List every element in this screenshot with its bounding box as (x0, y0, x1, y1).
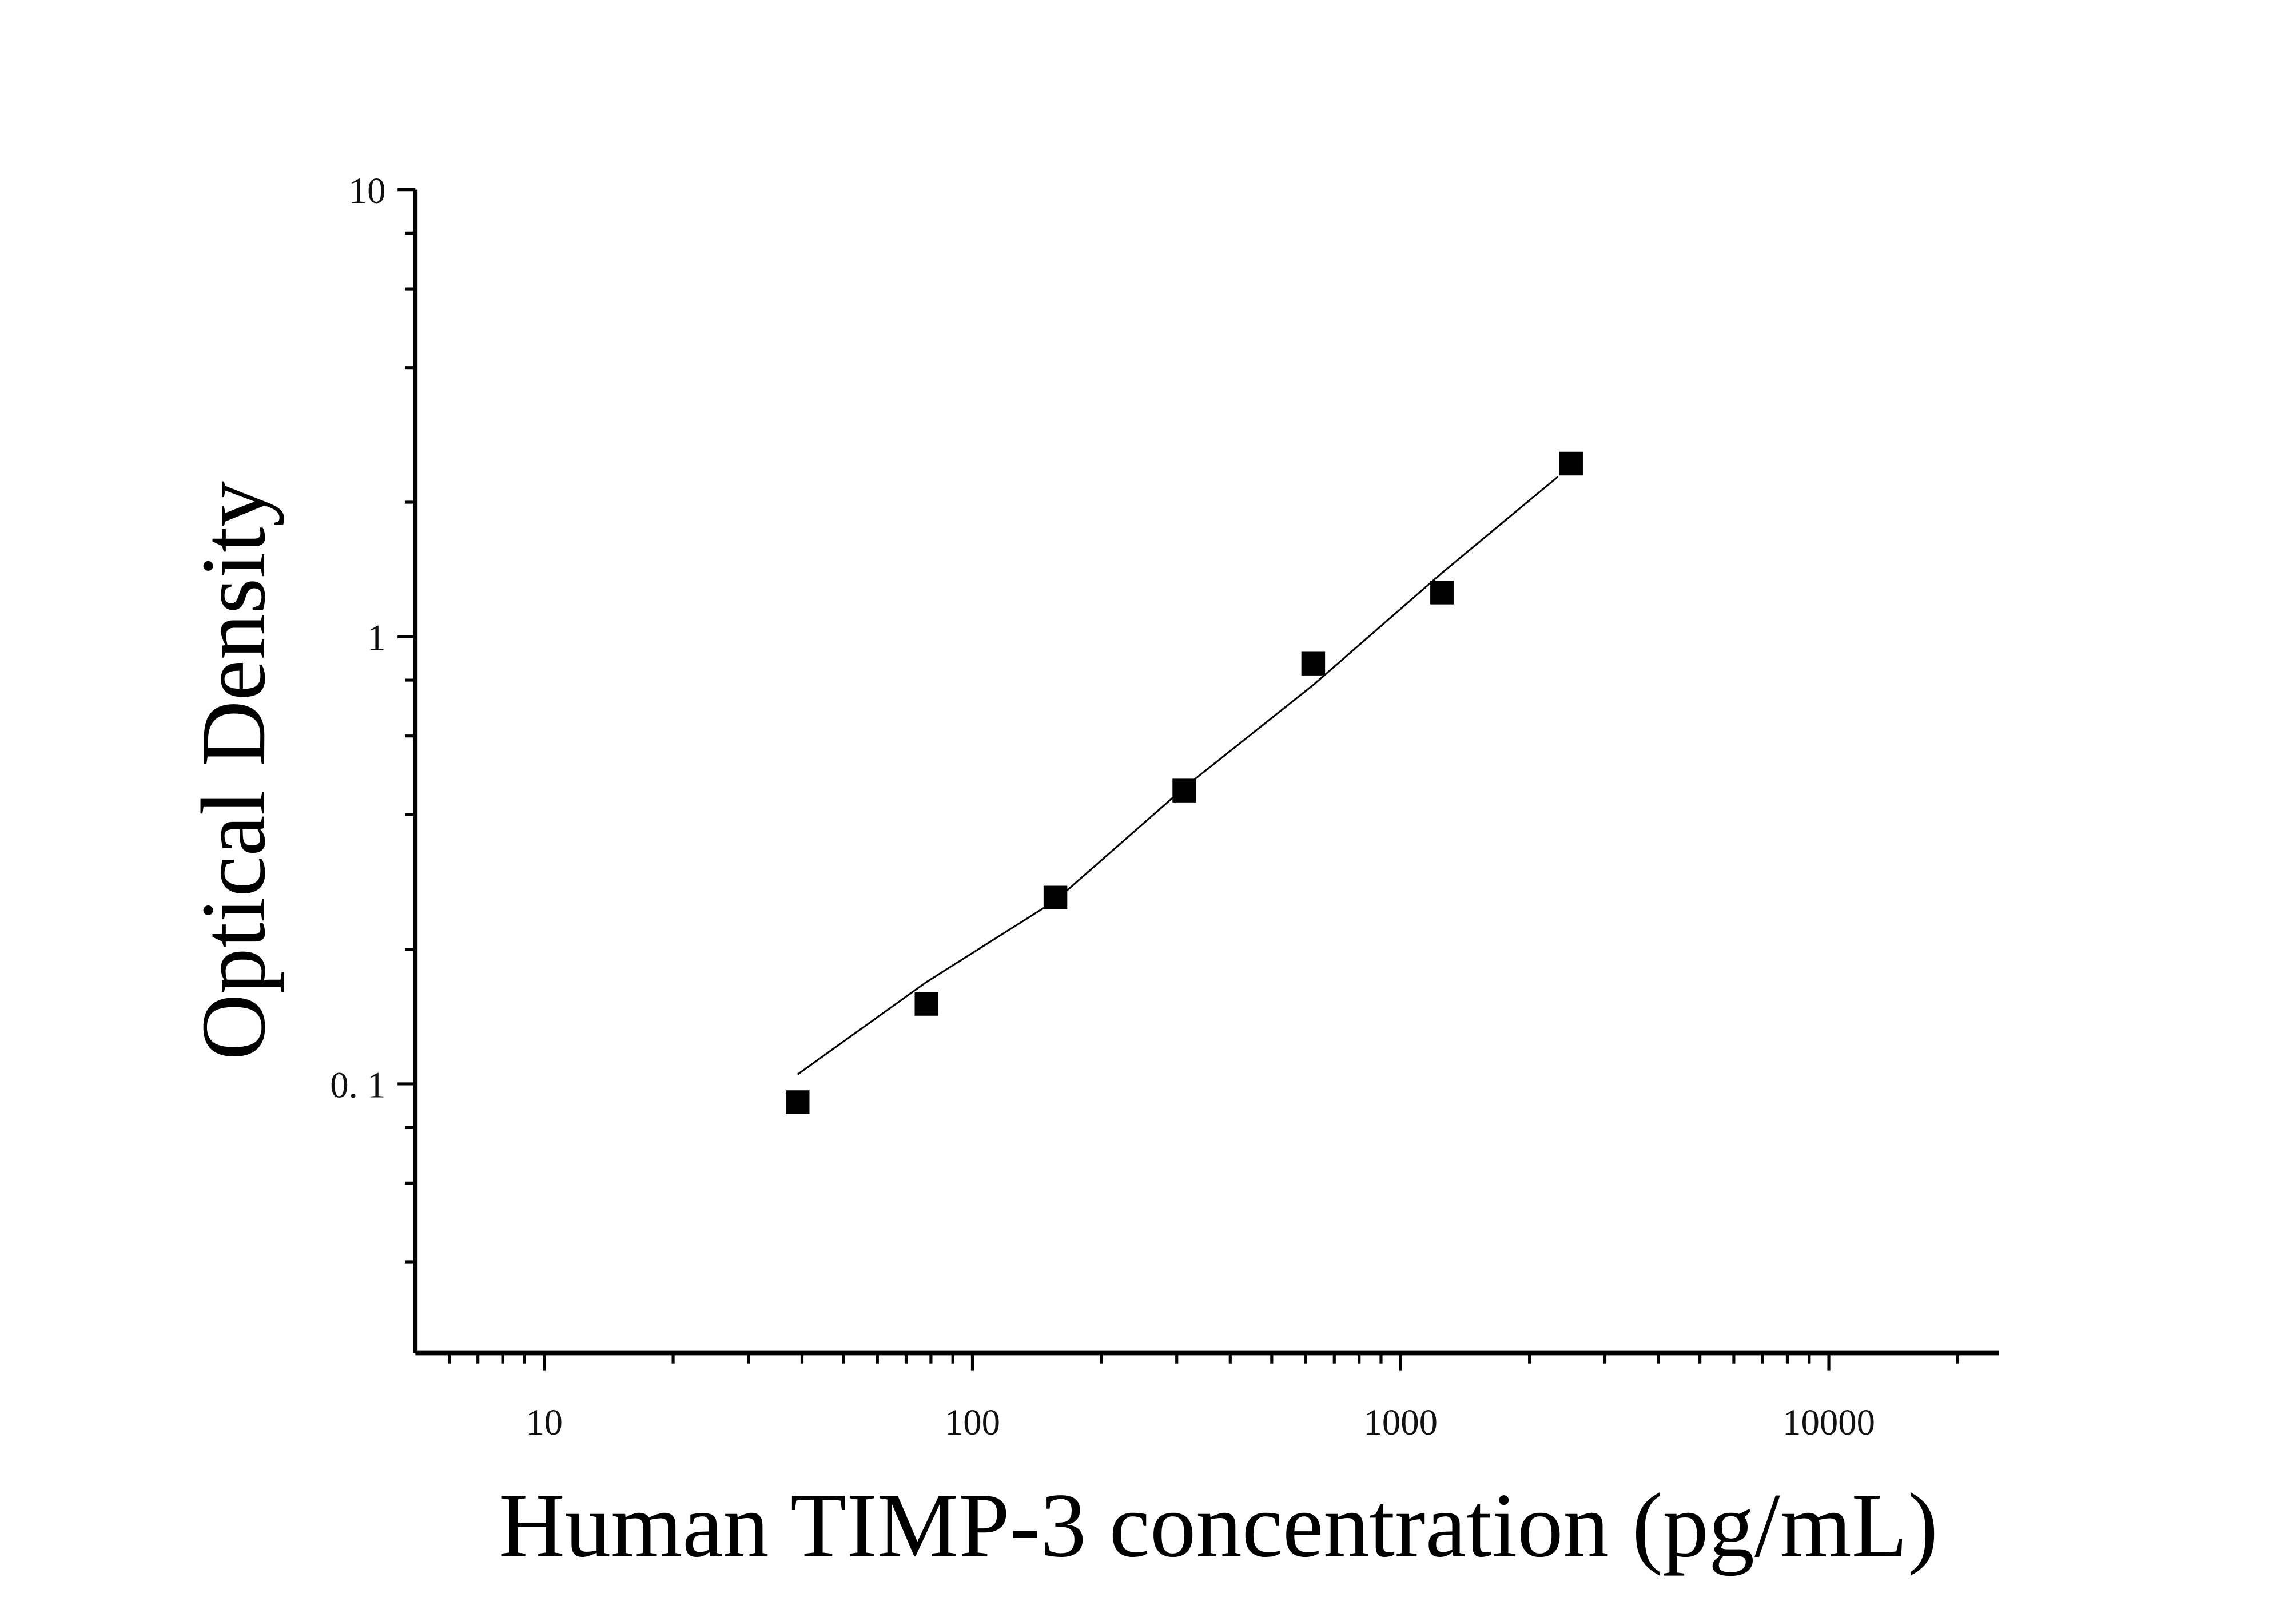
x-tick-label: 10000 (1782, 1402, 1875, 1443)
data-point (1301, 651, 1326, 676)
data-point (914, 992, 938, 1016)
data-point (1430, 581, 1454, 605)
y-tick-label: 10 (349, 170, 386, 212)
x-tick-label: 10 (526, 1402, 563, 1443)
y-tick-label: 1 (367, 618, 385, 659)
x-axis-title: Human TIMP-3 concentration (pg/mL) (499, 1474, 1938, 1576)
data-point (786, 1090, 810, 1114)
data-point (1172, 778, 1196, 802)
x-tick-label: 1000 (1363, 1402, 1438, 1443)
x-tick-label: 100 (945, 1402, 1000, 1443)
y-axis-title: Optical Density (182, 481, 284, 1060)
data-point (1559, 451, 1583, 476)
y-tick-label: 0. 1 (330, 1064, 385, 1106)
fit-curve (797, 476, 1559, 1075)
